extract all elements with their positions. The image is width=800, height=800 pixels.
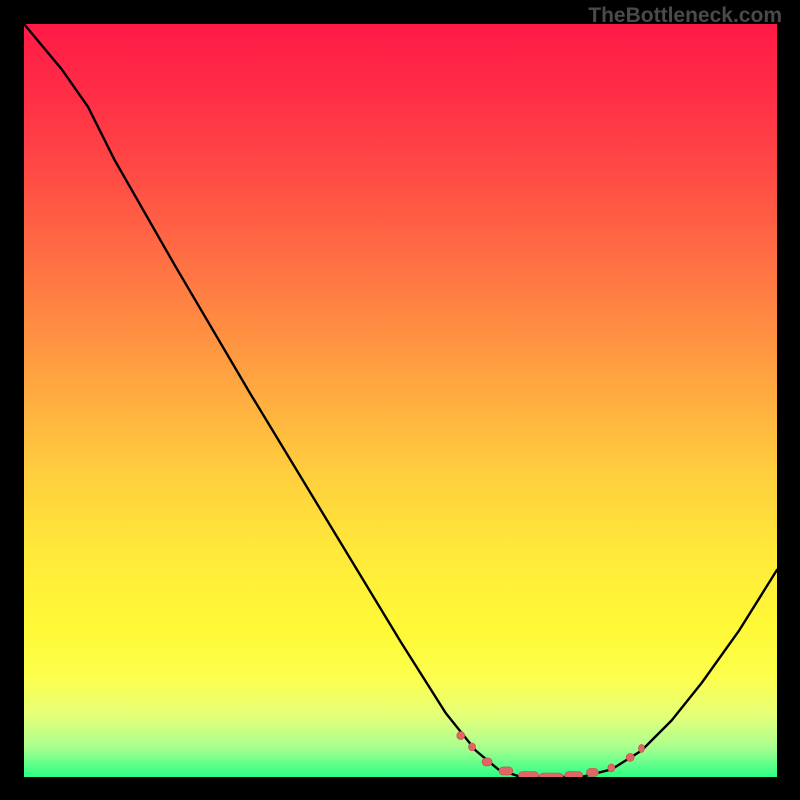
plot-area bbox=[24, 24, 777, 777]
curve-marker bbox=[565, 771, 583, 777]
chart-container: TheBottleneck.com bbox=[0, 0, 800, 800]
curve-marker bbox=[482, 758, 492, 766]
watermark-text: TheBottleneck.com bbox=[588, 4, 782, 28]
marker-group bbox=[457, 732, 645, 777]
curve-marker bbox=[638, 744, 644, 752]
curve-marker bbox=[626, 753, 634, 761]
curve-marker bbox=[587, 768, 599, 776]
curve-marker bbox=[539, 773, 563, 777]
curve-marker bbox=[608, 764, 615, 772]
curve-layer bbox=[24, 24, 777, 777]
curve-marker bbox=[519, 771, 539, 777]
curve-marker bbox=[499, 767, 513, 775]
bottleneck-curve bbox=[24, 24, 777, 777]
curve-marker bbox=[457, 732, 465, 740]
curve-marker bbox=[469, 743, 476, 751]
